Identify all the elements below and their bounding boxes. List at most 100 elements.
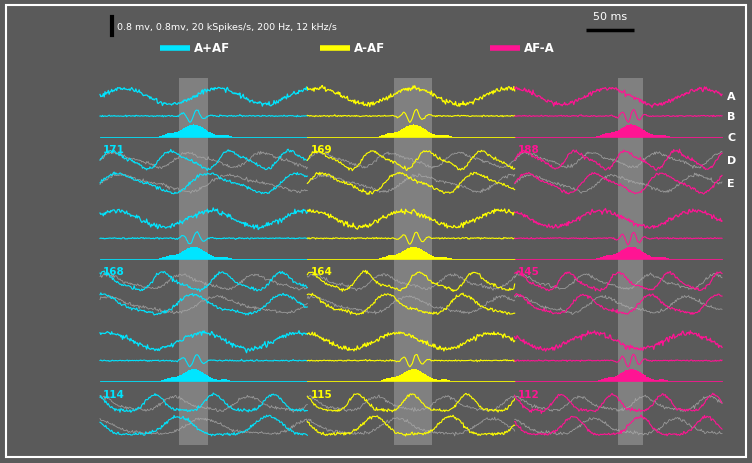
Bar xyxy=(167,257,168,259)
Bar xyxy=(167,134,168,138)
Bar xyxy=(424,130,425,138)
Bar xyxy=(611,255,612,259)
Bar xyxy=(395,377,396,382)
Bar xyxy=(643,375,644,382)
Bar xyxy=(442,135,443,138)
Bar xyxy=(171,133,173,138)
Bar xyxy=(384,135,385,138)
Bar xyxy=(663,135,664,138)
Bar xyxy=(638,128,640,138)
Bar xyxy=(639,128,641,138)
Bar xyxy=(220,136,221,138)
Bar xyxy=(227,136,229,138)
Bar xyxy=(634,370,635,382)
Bar xyxy=(644,254,645,259)
Bar xyxy=(169,378,170,382)
Bar xyxy=(196,370,198,382)
Bar xyxy=(618,201,643,323)
Bar xyxy=(225,380,226,382)
Bar xyxy=(619,130,620,138)
Bar xyxy=(200,127,201,138)
Bar xyxy=(643,131,644,138)
Bar xyxy=(610,377,611,382)
Bar xyxy=(385,135,386,138)
Bar xyxy=(650,135,651,138)
Bar xyxy=(428,376,429,382)
Bar xyxy=(431,256,432,259)
Bar xyxy=(165,379,167,382)
Bar xyxy=(183,251,184,259)
Bar xyxy=(188,370,190,382)
Bar xyxy=(201,250,202,259)
Bar xyxy=(623,371,625,382)
Bar xyxy=(652,257,653,259)
Bar xyxy=(647,255,648,259)
Bar xyxy=(627,248,628,259)
Bar xyxy=(405,250,407,259)
Bar xyxy=(160,381,161,382)
Bar xyxy=(629,247,631,259)
Bar xyxy=(221,380,222,382)
Bar xyxy=(202,129,203,138)
Bar xyxy=(669,137,670,138)
Bar xyxy=(431,134,432,138)
Text: D: D xyxy=(727,156,736,166)
Bar xyxy=(612,255,613,259)
Bar xyxy=(178,254,179,259)
Bar xyxy=(620,251,621,259)
Bar xyxy=(221,136,222,138)
Bar xyxy=(642,130,643,138)
Bar xyxy=(194,369,195,382)
Bar xyxy=(424,374,425,382)
Bar xyxy=(607,134,608,138)
Bar xyxy=(614,132,616,138)
Bar xyxy=(433,135,434,138)
Bar xyxy=(159,381,160,382)
Bar xyxy=(215,379,216,382)
Bar xyxy=(217,380,218,382)
Bar xyxy=(379,381,380,382)
Bar xyxy=(618,253,619,259)
Bar xyxy=(432,134,433,138)
Bar xyxy=(426,131,427,138)
Bar xyxy=(408,248,409,259)
Bar xyxy=(659,136,660,138)
Bar xyxy=(392,133,393,138)
Bar xyxy=(405,372,407,382)
Bar xyxy=(447,380,448,382)
Bar xyxy=(170,378,171,382)
Bar xyxy=(386,257,387,259)
Bar xyxy=(230,381,231,382)
Bar xyxy=(437,380,438,382)
Bar xyxy=(648,133,649,138)
Bar xyxy=(207,375,208,382)
Bar xyxy=(214,135,215,138)
Bar xyxy=(207,131,208,138)
Bar xyxy=(418,126,419,138)
Bar xyxy=(229,137,230,138)
Bar xyxy=(176,377,177,382)
Bar xyxy=(436,258,438,259)
Text: 171: 171 xyxy=(103,144,125,155)
Bar xyxy=(223,379,224,382)
Bar xyxy=(221,257,222,259)
Bar xyxy=(653,380,655,382)
Bar xyxy=(666,136,667,138)
Bar xyxy=(449,137,450,138)
Bar xyxy=(445,136,447,138)
Bar xyxy=(230,137,231,138)
Bar xyxy=(216,257,217,259)
Bar xyxy=(444,257,445,259)
Text: 114: 114 xyxy=(103,389,125,399)
Bar xyxy=(653,257,654,259)
Bar xyxy=(194,247,195,259)
Bar xyxy=(379,137,380,138)
Bar xyxy=(422,373,423,382)
Bar xyxy=(176,133,177,138)
Bar xyxy=(618,131,619,138)
Bar xyxy=(224,257,225,259)
Bar xyxy=(608,378,609,382)
Bar xyxy=(184,129,185,138)
Bar xyxy=(404,129,405,138)
Bar xyxy=(227,380,229,382)
